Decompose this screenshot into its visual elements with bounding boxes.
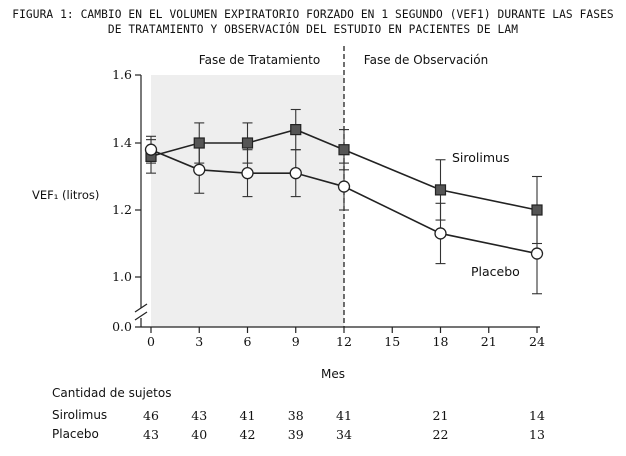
sirolimus-point-18 <box>434 184 447 196</box>
x-tick-label-9: 9 <box>292 334 300 349</box>
sirolimus-point-3 <box>193 137 205 149</box>
x-axis-label: Mes <box>321 367 345 381</box>
y-axis-break-mark-2 <box>134 311 148 321</box>
sirolimus-point-24 <box>531 204 543 216</box>
placebo-point-0 <box>144 143 158 156</box>
y-axis-label: VEF₁ (litros) <box>32 188 99 202</box>
y-tick-label-1.2: 1.2 <box>112 202 132 217</box>
figure-title-line-1: FIGURA 1: CAMBIO EN EL VOLUMEN EXPIRATOR… <box>12 8 614 21</box>
x-tick-label-21: 21 <box>481 334 497 349</box>
y-tick-label-1.6: 1.6 <box>112 67 132 82</box>
placebo-point-9 <box>289 166 302 180</box>
y-tick-label-0.0: 0.0 <box>112 319 132 334</box>
series-label-sirolimus: Sirolimus <box>452 150 509 165</box>
x-tick-label-0: 0 <box>147 334 155 349</box>
y-axis-break-mark-1 <box>134 303 148 313</box>
x-tick-label-15: 15 <box>384 334 400 349</box>
phase-label-observation: Fase de Observación <box>364 53 488 67</box>
phase-label-treatment: Fase de Tratamiento <box>199 53 320 67</box>
treatment-phase-shading <box>151 75 344 327</box>
x-tick-label-18: 18 <box>433 334 449 349</box>
series-label-placebo: Placebo <box>471 264 520 279</box>
placebo-point-24 <box>530 247 544 260</box>
y-tick-label-1.4: 1.4 <box>112 135 132 150</box>
placebo-point-18 <box>434 227 447 240</box>
y-tick-label-1.0: 1.0 <box>112 269 132 284</box>
x-tick-label-6: 6 <box>244 334 252 349</box>
sirolimus-point-6 <box>241 137 254 149</box>
x-tick-label-3: 3 <box>195 334 203 349</box>
figure-title: FIGURA 1: CAMBIO EN EL VOLUMEN EXPIRATOR… <box>0 7 626 37</box>
placebo-point-12 <box>337 180 351 193</box>
sirolimus-point-12 <box>338 144 350 156</box>
sirolimus-point-9 <box>290 123 302 136</box>
x-tick-label-12: 12 <box>336 334 352 349</box>
figure-title-line-2: DE TRATAMIENTO Y OBSERVACIÓN DEL ESTUDIO… <box>107 23 519 36</box>
x-tick-label-24: 24 <box>529 334 545 349</box>
placebo-point-3 <box>193 163 206 176</box>
placebo-point-6 <box>241 166 254 180</box>
